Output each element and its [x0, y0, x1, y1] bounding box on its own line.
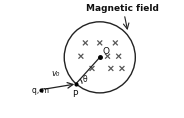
Text: O: O — [102, 47, 109, 56]
Text: Magnetic field: Magnetic field — [86, 4, 158, 13]
Text: θ: θ — [82, 75, 87, 84]
Text: P: P — [72, 90, 78, 99]
Text: q, m: q, m — [32, 86, 49, 95]
Circle shape — [64, 22, 135, 93]
Text: v₀: v₀ — [52, 69, 60, 78]
